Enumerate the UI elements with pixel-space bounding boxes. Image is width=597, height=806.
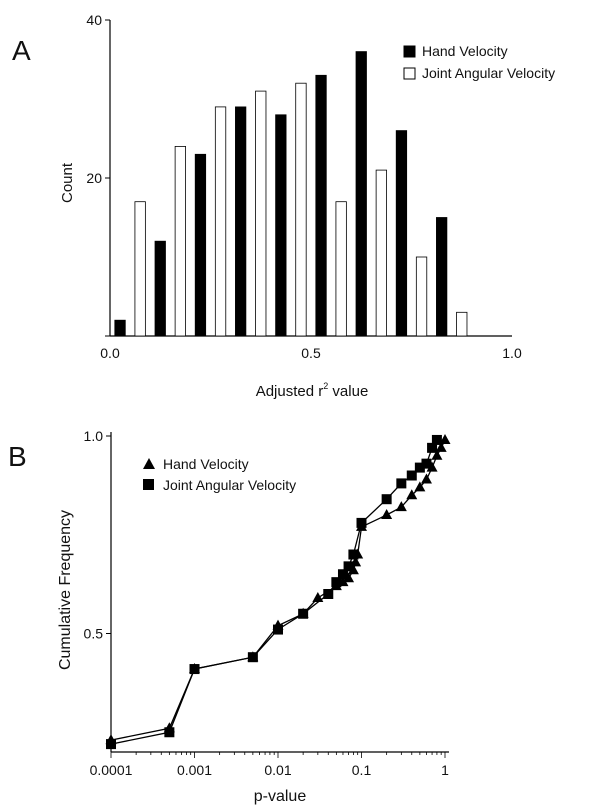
point-hand-velocity <box>395 501 407 512</box>
bar-joint-angular-velocity <box>295 82 307 337</box>
point-hand-velocity <box>381 509 393 519</box>
panel-a-x-axis-label-superscript: 2 <box>323 381 328 391</box>
legend-swatch-joint-angular-velocity <box>403 67 416 80</box>
point-joint-angular-velocity <box>331 577 342 588</box>
bar-joint-angular-velocity <box>255 90 267 337</box>
panel-b-x-tick-label: 0.001 <box>177 762 212 778</box>
panel-a-bars <box>114 51 468 337</box>
point-hand-velocity <box>343 572 355 583</box>
bar-hand-velocity <box>275 114 287 337</box>
point-hand-velocity <box>406 489 418 500</box>
legend-swatch-hand-velocity <box>403 45 416 58</box>
point-hand-velocity <box>414 481 426 492</box>
panel-a-x-axis-label-suffix: value <box>328 383 368 400</box>
point-joint-angular-velocity <box>421 458 432 469</box>
bar-hand-velocity <box>315 74 327 337</box>
point-joint-angular-velocity <box>106 739 116 750</box>
bar-joint-angular-velocity <box>375 169 387 337</box>
point-joint-angular-velocity <box>337 569 348 580</box>
panel-a-x-tick-label: 0.5 <box>301 345 321 361</box>
point-joint-angular-velocity <box>356 517 367 528</box>
point-joint-angular-velocity <box>406 470 417 481</box>
point-joint-angular-velocity <box>381 494 392 505</box>
point-joint-angular-velocity <box>343 561 354 572</box>
panel-a-x-tick-label: 1.0 <box>502 345 522 361</box>
panel-a-x-axis-label: Adjusted r2 value <box>256 381 369 400</box>
panel-b-y-axis-label: Cumulative Frequency <box>57 510 74 670</box>
panel-b-x-tick-label: 0.01 <box>264 762 291 778</box>
point-hand-velocity <box>420 473 432 484</box>
legend-marker-square <box>143 479 154 490</box>
legend-label-hand-velocity-b: Hand Velocity <box>163 456 249 472</box>
legend-label-joint-angular-velocity: Joint Angular Velocity <box>422 65 555 81</box>
point-joint-angular-velocity <box>427 442 438 453</box>
bar-joint-angular-velocity <box>415 256 428 337</box>
point-joint-angular-velocity <box>189 664 200 675</box>
bar-hand-velocity <box>194 153 207 337</box>
panel-b-legend: Hand Velocity Joint Angular Velocity <box>143 456 296 493</box>
panel-b-label: B <box>8 441 27 472</box>
panel-b-markers <box>105 433 451 750</box>
panel-b-x-tick-label: 0.0001 <box>90 762 133 778</box>
bar-hand-velocity <box>114 319 126 337</box>
bar-joint-angular-velocity <box>214 106 227 337</box>
point-joint-angular-velocity <box>348 549 359 560</box>
panel-a-y-tick-label: 40 <box>86 12 102 28</box>
panel-a-x-axis-label-main: Adjusted r <box>256 383 324 400</box>
point-joint-angular-velocity <box>164 727 175 738</box>
bar-joint-angular-velocity <box>134 201 146 337</box>
panel-b-x-tick-label: 0.1 <box>352 762 372 778</box>
point-joint-angular-velocity <box>247 652 258 663</box>
bar-hand-velocity <box>355 51 367 337</box>
point-joint-angular-velocity <box>414 462 425 473</box>
panel-a-y-tick-label: 20 <box>86 170 102 186</box>
point-hand-velocity <box>439 433 451 444</box>
point-hand-velocity <box>435 441 447 452</box>
panel-a-label: A <box>12 35 31 66</box>
legend-label-hand-velocity: Hand Velocity <box>422 43 508 59</box>
panel-b-x-axis-label: p-value <box>254 788 307 805</box>
point-joint-angular-velocity <box>323 589 334 599</box>
bar-joint-angular-velocity <box>335 201 347 337</box>
bar-joint-angular-velocity <box>456 311 468 337</box>
panel-b-x-tick-label: 1 <box>441 762 449 778</box>
panel-a-y-axis-label: Count <box>59 162 76 203</box>
legend-label-joint-angular-velocity-b: Joint Angular Velocity <box>163 477 296 493</box>
panel-b: B 0.0001 0.001 0.01 0.1 1 0.5 1.0 Cumulative F… <box>8 428 451 805</box>
panel-b-tick-labels: 0.0001 0.001 0.01 0.1 1 0.5 1.0 <box>84 428 450 778</box>
panel-a-tick-labels: 0.0 0.5 1.0 20 40 <box>86 12 522 361</box>
panel-a-legend: Hand Velocity Joint Angular Velocity <box>403 43 555 81</box>
panel-b-axes <box>106 432 449 758</box>
bar-hand-velocity <box>154 240 166 337</box>
point-joint-angular-velocity <box>431 434 442 445</box>
point-joint-angular-velocity <box>396 478 407 489</box>
panel-a-x-tick-label: 0.0 <box>100 345 120 361</box>
bar-hand-velocity <box>395 130 408 337</box>
point-joint-angular-velocity <box>298 608 309 619</box>
bar-hand-velocity <box>436 217 448 337</box>
point-hand-velocity <box>431 449 443 460</box>
point-hand-velocity <box>426 461 438 472</box>
bar-hand-velocity <box>235 106 247 337</box>
point-hand-velocity <box>312 591 324 602</box>
panel-b-y-tick-label: 1.0 <box>84 428 104 444</box>
legend-marker-triangle <box>143 458 155 469</box>
bar-joint-angular-velocity <box>174 145 186 337</box>
panel-b-y-tick-label: 0.5 <box>84 626 104 642</box>
point-joint-angular-velocity <box>273 624 283 635</box>
